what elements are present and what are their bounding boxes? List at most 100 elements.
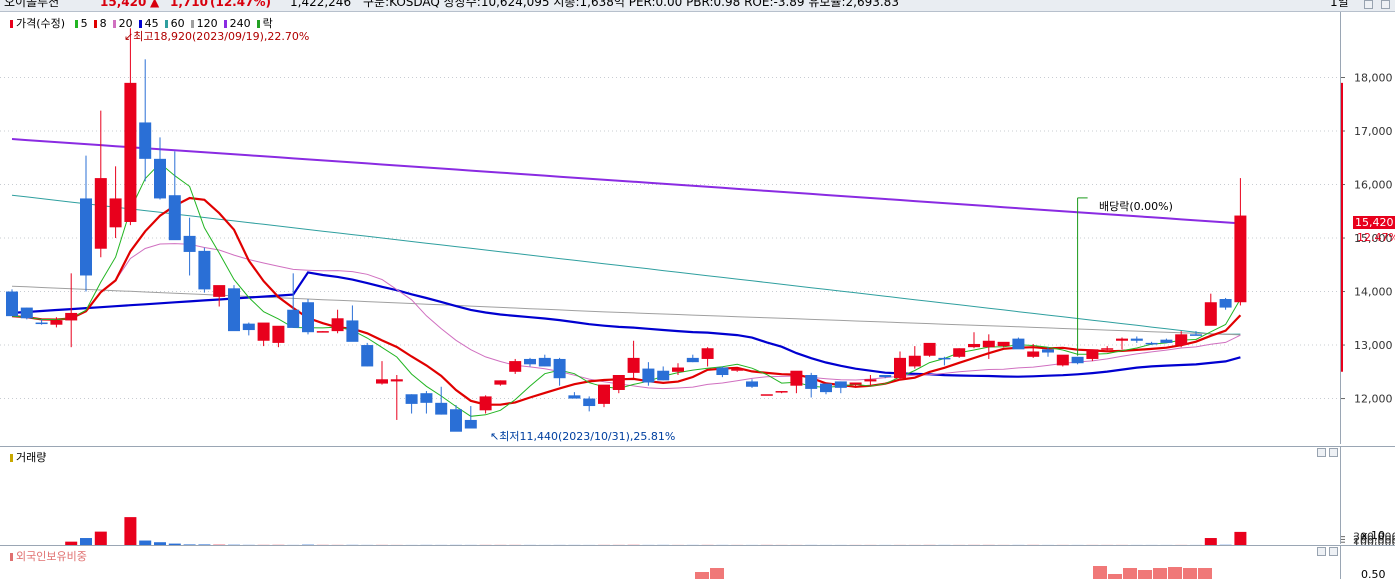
ma-legend-label: 8 bbox=[99, 17, 107, 30]
candle-body bbox=[805, 375, 818, 389]
ma-legend-swatch bbox=[138, 20, 142, 28]
ma-legend-swatch bbox=[164, 20, 168, 28]
candle-body bbox=[553, 358, 566, 379]
candle-body bbox=[479, 396, 492, 411]
candle-body bbox=[997, 341, 1010, 347]
candle-body bbox=[1027, 351, 1040, 357]
ma-legend-item: 8 bbox=[93, 17, 110, 30]
candle-body bbox=[20, 307, 33, 319]
ma5-line bbox=[11, 162, 1241, 417]
candle-body bbox=[1234, 215, 1247, 303]
price-tick-label: 16,000 bbox=[1354, 179, 1393, 192]
candle-body bbox=[879, 375, 892, 378]
price-tick-label: 15,000 bbox=[1354, 232, 1393, 245]
candle-body bbox=[894, 357, 906, 379]
candle-body bbox=[716, 367, 729, 376]
candle-body bbox=[228, 288, 240, 332]
ma-legend-item: 락 bbox=[256, 17, 276, 30]
candle-body bbox=[1116, 338, 1128, 341]
high-annotation-text: 최고18,920(2023/09/19),22.70% bbox=[133, 30, 310, 43]
candle-body bbox=[168, 195, 181, 241]
candle-body bbox=[346, 320, 359, 342]
candle-body bbox=[213, 285, 226, 297]
candle-body bbox=[657, 370, 670, 381]
period-button[interactable]: 1일 bbox=[1330, 0, 1349, 9]
foreign-collapse-button[interactable] bbox=[1317, 547, 1326, 556]
trade-volume: 1,422,246 bbox=[290, 0, 352, 9]
candle-body bbox=[420, 393, 433, 403]
price-change: 1,710 bbox=[170, 0, 208, 9]
candle-body bbox=[257, 322, 270, 341]
candle-body bbox=[760, 394, 773, 396]
volume-bar bbox=[168, 543, 181, 545]
volume-tick-label: 200,000 bbox=[1353, 533, 1395, 545]
candle-body bbox=[405, 394, 418, 404]
close-window-button[interactable] bbox=[1381, 0, 1390, 9]
candle-body bbox=[435, 402, 448, 415]
candle-body bbox=[198, 250, 211, 290]
volume-bar bbox=[154, 542, 166, 545]
candle-body bbox=[376, 379, 388, 384]
volume-bar bbox=[1234, 531, 1247, 545]
foreign-close-button[interactable] bbox=[1329, 547, 1338, 556]
ma-legend-label: 120 bbox=[196, 17, 218, 30]
candle-body bbox=[908, 355, 921, 367]
volume-chart-svg[interactable] bbox=[0, 447, 1340, 545]
foreign-holding-panel[interactable]: 외국인보유비중 bbox=[0, 545, 1340, 579]
volume-bar bbox=[80, 538, 92, 545]
candle-body bbox=[938, 357, 951, 360]
ma-legend-swatch bbox=[74, 20, 78, 28]
candle-body bbox=[953, 348, 966, 357]
candle-body bbox=[775, 391, 788, 393]
volume-collapse-button[interactable] bbox=[1317, 448, 1326, 457]
volume-bar bbox=[1204, 538, 1217, 545]
candle-body bbox=[6, 291, 18, 317]
ma-legend-label: 20 bbox=[118, 17, 133, 30]
volume-close-button[interactable] bbox=[1329, 448, 1338, 457]
ma240-line bbox=[11, 138, 1241, 225]
foreign-hold-bar bbox=[1183, 568, 1197, 579]
price-chart-svg[interactable] bbox=[0, 12, 1340, 444]
foreign-title: 외국인보유비중 bbox=[16, 550, 87, 563]
candle-body bbox=[450, 409, 462, 432]
volume-title: 거래량 bbox=[16, 451, 47, 464]
ma-legend-label: 60 bbox=[170, 17, 185, 30]
candle-body bbox=[864, 379, 877, 382]
candle-body bbox=[746, 381, 758, 387]
candle-body bbox=[1101, 348, 1114, 350]
ma-legend-swatch bbox=[256, 20, 260, 28]
volume-bar bbox=[198, 544, 211, 545]
volume-panel[interactable]: 거래량 bbox=[0, 446, 1340, 545]
candle-body bbox=[672, 367, 684, 372]
candle-body bbox=[849, 382, 862, 385]
price-tick-label: 13,000 bbox=[1354, 339, 1393, 352]
foreign-holding-svg[interactable] bbox=[0, 546, 1340, 579]
current-price-badge: 15,420 bbox=[1353, 216, 1395, 229]
candle-body bbox=[968, 343, 980, 348]
candle-body bbox=[1042, 349, 1054, 353]
candle-body bbox=[731, 368, 744, 371]
current-change-pct: 12.47% bbox=[1357, 231, 1395, 244]
candle-body bbox=[583, 398, 596, 407]
price-chart-panel[interactable]: 가격(수정) 5 8 20 45 60 120 240 락 ↙최고18,920(2023/09… bbox=[0, 12, 1340, 444]
candle-body bbox=[124, 82, 137, 222]
volume-tick-label: 300,000 bbox=[1353, 531, 1395, 544]
candle-body bbox=[390, 379, 403, 382]
ma-legend-swatch bbox=[112, 20, 116, 28]
ma-legend-swatch bbox=[93, 20, 97, 28]
price-tick-label: 17,000 bbox=[1354, 125, 1393, 138]
foreign-hold-bar bbox=[1198, 568, 1212, 579]
candle-body bbox=[361, 345, 374, 367]
volume-bar bbox=[183, 544, 196, 545]
candle-body bbox=[1190, 334, 1202, 336]
ma-legend-label: 락 bbox=[262, 17, 273, 30]
foreign-hold-bar bbox=[695, 572, 709, 579]
candle-body bbox=[302, 302, 314, 333]
candle-body bbox=[1086, 349, 1099, 359]
minimize-window-button[interactable] bbox=[1364, 0, 1373, 9]
candle-body bbox=[627, 357, 640, 373]
candle-body bbox=[820, 383, 832, 393]
candle-body bbox=[464, 419, 477, 429]
stock-info-summary: 구분:KOSDAQ 상장수:10,624,095 시총:1,638억 PER:0… bbox=[363, 0, 899, 9]
ma-legend-label: 240 bbox=[229, 17, 251, 30]
